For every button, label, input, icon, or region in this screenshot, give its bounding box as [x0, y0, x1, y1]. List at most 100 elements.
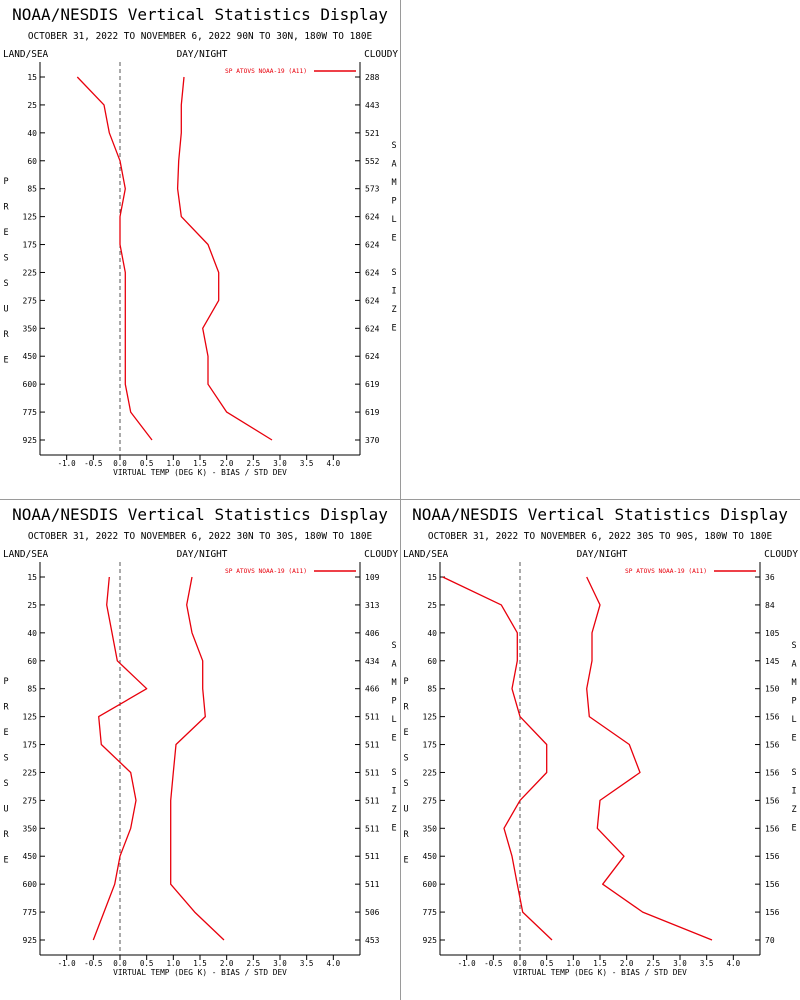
sample-size-label: 156	[765, 713, 780, 722]
sample-size-label: 156	[765, 880, 780, 889]
x-axis-label: VIRTUAL TEMP (DEG K) - BIAS / STD DEV	[513, 968, 687, 977]
pressure-level-label: 600	[23, 380, 38, 389]
chart-subtitle: OCTOBER 31, 2022 TO NOVEMBER 6, 2022 90N…	[28, 31, 373, 42]
size-axis-title-letter: S	[391, 268, 396, 278]
pressure-level-label: 925	[423, 936, 438, 945]
sample-axis-title-letter: P	[391, 697, 396, 707]
cloudy-label: CLOUDY	[364, 49, 398, 60]
x-tick-label: 2.5	[647, 959, 661, 968]
x-tick-label: -1.0	[58, 459, 77, 468]
pressure-axis-title-letter: R	[3, 830, 9, 840]
sample-size-label: 573	[365, 185, 380, 194]
x-tick-label: 2.5	[247, 959, 261, 968]
x-tick-label: 3.5	[700, 959, 714, 968]
x-tick-label: -1.0	[458, 959, 477, 968]
pressure-level-label: 40	[27, 629, 37, 638]
sample-size-label: 552	[365, 157, 380, 166]
x-tick-label: -0.5	[484, 959, 502, 968]
series-line-std_dev	[170, 576, 225, 941]
chart-subtitle: OCTOBER 31, 2022 TO NOVEMBER 6, 2022 30S…	[428, 531, 773, 542]
x-tick-label: 0.0	[113, 459, 127, 468]
x-tick-label: -0.5	[84, 959, 102, 968]
x-axis-label: VIRTUAL TEMP (DEG K) - BIAS / STD DEV	[113, 468, 287, 477]
chart-svg: NOAA/NESDIS Vertical Statistics Display O…	[3, 5, 398, 477]
sample-axis-title-letter: E	[391, 734, 396, 744]
x-tick-label: 1.5	[193, 959, 207, 968]
pressure-level-label: 40	[27, 129, 37, 138]
pressure-axis-title-letter: R	[3, 203, 9, 213]
sample-size-label: 511	[365, 768, 380, 777]
size-axis-title-letter: I	[791, 787, 796, 797]
size-axis-title-letter: E	[391, 324, 396, 334]
pressure-level-label: 15	[427, 573, 437, 582]
size-axis-title-letter: Z	[391, 805, 396, 815]
pressure-level-label: 275	[23, 796, 38, 805]
size-axis-title-letter: I	[391, 787, 396, 797]
sample-size-label: 156	[765, 768, 780, 777]
pressure-axis-title-letter: S	[3, 754, 8, 764]
x-tick-label: 2.5	[247, 459, 261, 468]
sample-size-label: 624	[365, 213, 380, 222]
sample-size-label: 84	[765, 601, 775, 610]
sample-size-label: 453	[365, 936, 380, 945]
sample-axis-title-letter: M	[791, 678, 796, 688]
legend-label: SP ATOVS NOAA-19 (A11)	[625, 568, 707, 575]
pressure-level-label: 350	[423, 824, 438, 833]
sample-axis-title-letter: S	[391, 641, 396, 651]
day-night-label: DAY/NIGHT	[177, 49, 228, 60]
x-tick-label: 3.5	[300, 959, 314, 968]
chart-title: NOAA/NESDIS Vertical Statistics Display	[12, 5, 388, 24]
sample-size-label: 288	[365, 73, 380, 82]
sample-size-label: 156	[765, 741, 780, 750]
pressure-level-label: 125	[423, 713, 438, 722]
x-tick-label: 0.0	[513, 959, 527, 968]
sample-axis-title-letter: M	[391, 678, 396, 688]
pressure-axis-title-letter: S	[3, 779, 8, 789]
x-tick-label: 2.0	[220, 459, 234, 468]
pressure-level-label: 85	[27, 185, 37, 194]
sample-axis-title-letter: P	[391, 197, 396, 207]
sample-size-label: 150	[765, 685, 780, 694]
pressure-axis-title-letter: S	[3, 254, 8, 264]
x-tick-label: 0.5	[540, 959, 554, 968]
pressure-level-label: 25	[27, 601, 37, 610]
pressure-axis-title-letter: E	[3, 856, 8, 866]
pressure-axis-title-letter: R	[3, 703, 9, 713]
pressure-axis-title-letter: P	[3, 177, 8, 187]
sample-size-label: 434	[365, 657, 380, 666]
sample-size-label: 36	[765, 573, 775, 582]
size-axis-title-letter: Z	[391, 305, 396, 315]
series-line-bias	[442, 576, 553, 941]
size-axis-title-letter: E	[791, 824, 796, 834]
pressure-level-label: 600	[423, 880, 438, 889]
x-tick-label: 1.0	[167, 959, 181, 968]
pressure-level-label: 450	[23, 852, 38, 861]
pressure-axis-title-letter: U	[3, 805, 8, 815]
x-tick-label: 4.0	[327, 959, 341, 968]
x-tick-label: 1.0	[167, 459, 181, 468]
pressure-level-label: 225	[23, 268, 38, 277]
chart-panel-30n-30s: NOAA/NESDIS Vertical Statistics Display O…	[0, 500, 400, 1000]
x-tick-label: 3.5	[300, 459, 314, 468]
legend-label: SP ATOVS NOAA-19 (A11)	[225, 568, 307, 575]
chart-svg: NOAA/NESDIS Vertical Statistics Display O…	[403, 505, 798, 977]
series-line-bias	[76, 76, 153, 441]
sample-size-label: 105	[765, 629, 780, 638]
pressure-axis-title-letter: R	[403, 703, 409, 713]
x-tick-label: 0.5	[140, 959, 154, 968]
pressure-level-label: 60	[427, 657, 437, 666]
sample-size-label: 406	[365, 629, 380, 638]
sample-axis-title-letter: L	[791, 715, 796, 725]
chart-title: NOAA/NESDIS Vertical Statistics Display	[12, 505, 388, 524]
day-night-label: DAY/NIGHT	[577, 549, 628, 560]
sample-size-label: 145	[765, 657, 780, 666]
sample-axis-title-letter: L	[391, 715, 396, 725]
cloudy-label: CLOUDY	[364, 549, 398, 560]
pressure-level-label: 85	[27, 685, 37, 694]
x-tick-label: 4.0	[727, 959, 741, 968]
sample-axis-title-letter: A	[791, 660, 796, 670]
pressure-level-label: 85	[427, 685, 437, 694]
pressure-level-label: 225	[23, 768, 38, 777]
series-line-bias	[92, 576, 148, 941]
x-tick-label: 1.0	[567, 959, 581, 968]
